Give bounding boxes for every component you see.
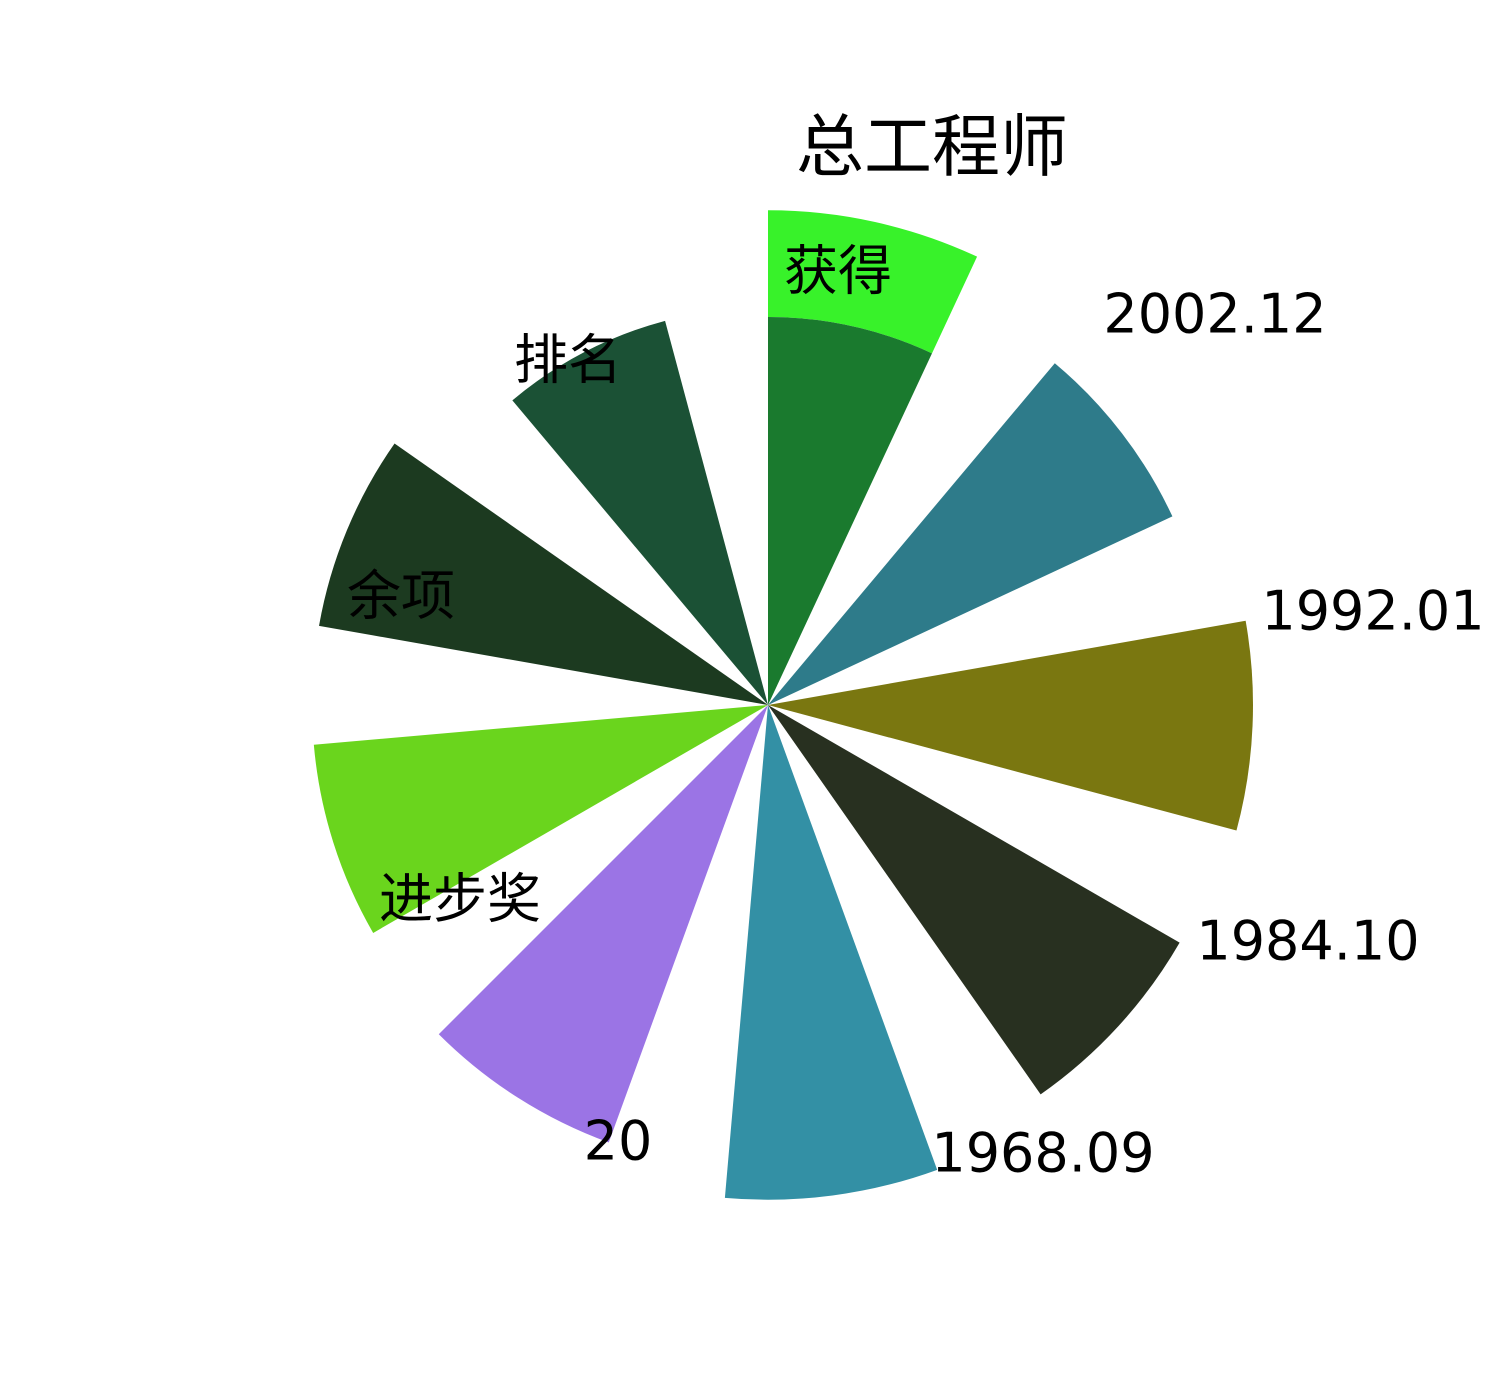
slice-label-5: 20 (584, 1110, 653, 1173)
slice-label-6: 进步奖 (379, 868, 541, 931)
slices-layer (313, 210, 1253, 1200)
labels-layer: 总工程师 2002.12 1992.01 1984.10 1968.09 20 进步奖 余项 排… (347, 109, 1485, 1185)
slice-7 (319, 443, 768, 705)
slice-label-2: 1992.01 (1261, 580, 1484, 643)
slice-label-0: 总工程师 (796, 109, 1068, 188)
slice-3 (768, 705, 1180, 1095)
slice-band-0 (768, 210, 978, 354)
slice-label-7: 余项 (347, 565, 455, 628)
inner-label-0: 获得 (784, 240, 892, 303)
slice-label-3: 1984.10 (1196, 910, 1419, 973)
slice-label-1: 2002.12 (1103, 283, 1326, 346)
slice-8 (512, 320, 768, 705)
slice-label-4: 1968.09 (931, 1122, 1154, 1185)
slice-4 (724, 705, 938, 1200)
slice-5 (438, 705, 768, 1143)
slice-2 (768, 620, 1253, 831)
slice-label-8: 排名 (514, 329, 622, 392)
slice-6 (313, 705, 768, 933)
slice-0 (768, 317, 932, 705)
slice-1 (768, 363, 1173, 705)
